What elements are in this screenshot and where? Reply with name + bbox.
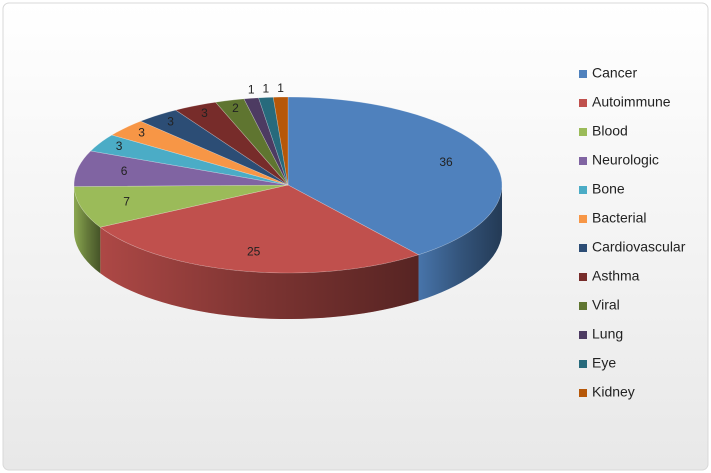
legend-label: Cardiovascular <box>592 239 686 255</box>
slice <box>272 96 289 186</box>
legend-label: Autoimmune <box>592 94 671 110</box>
slice <box>73 150 289 187</box>
pie-tops <box>73 96 503 274</box>
legend-swatch <box>579 389 587 397</box>
data-label: 6 <box>121 164 128 178</box>
data-label: 1 <box>277 81 284 95</box>
data-label: 7 <box>123 195 130 209</box>
slice <box>90 134 289 186</box>
data-label: 3 <box>116 139 123 153</box>
legend-label: Viral <box>592 297 620 313</box>
legend-swatch <box>579 70 587 78</box>
legend-label: Bone <box>592 181 625 197</box>
data-label: 2 <box>232 101 239 115</box>
legend-swatch <box>579 215 587 223</box>
legend: Cancer Autoimmune Blood Neurologic Bone Bacte… <box>579 65 686 400</box>
legend-swatch <box>579 157 587 165</box>
legend-label: Asthma <box>592 268 640 284</box>
pie-sides <box>74 185 502 319</box>
slice-side-shade <box>74 186 101 274</box>
legend-label: Bacterial <box>592 210 646 226</box>
legend-swatch <box>579 244 587 252</box>
legend-label: Neurologic <box>592 152 659 168</box>
legend-label: Lung <box>592 326 623 342</box>
slice-side-shade <box>418 185 502 301</box>
legend-label: Blood <box>592 123 628 139</box>
slice <box>139 109 289 186</box>
slice <box>99 184 420 274</box>
data-label: 3 <box>138 126 145 140</box>
slice <box>243 97 289 186</box>
legend-swatch <box>579 128 587 136</box>
slice <box>73 184 289 228</box>
legend-label: Eye <box>592 355 616 371</box>
legend-swatch <box>579 186 587 194</box>
slice <box>174 101 289 186</box>
legend-swatch <box>579 331 587 339</box>
slice <box>287 96 503 256</box>
data-label: 25 <box>247 244 261 258</box>
data-label: 36 <box>439 155 453 169</box>
data-label: 1 <box>248 82 255 96</box>
data-label: 1 <box>263 82 270 96</box>
legend-swatch <box>579 302 587 310</box>
slice <box>214 98 289 186</box>
slice-side-shade <box>100 227 419 319</box>
legend-swatch <box>579 360 587 368</box>
legend-swatch <box>579 99 587 107</box>
legend-label: Kidney <box>592 384 635 400</box>
data-label: 3 <box>201 106 208 120</box>
legend-label: Cancer <box>592 65 637 81</box>
slice <box>111 120 289 186</box>
data-label: 3 <box>167 114 174 128</box>
legend-swatch <box>579 273 587 281</box>
